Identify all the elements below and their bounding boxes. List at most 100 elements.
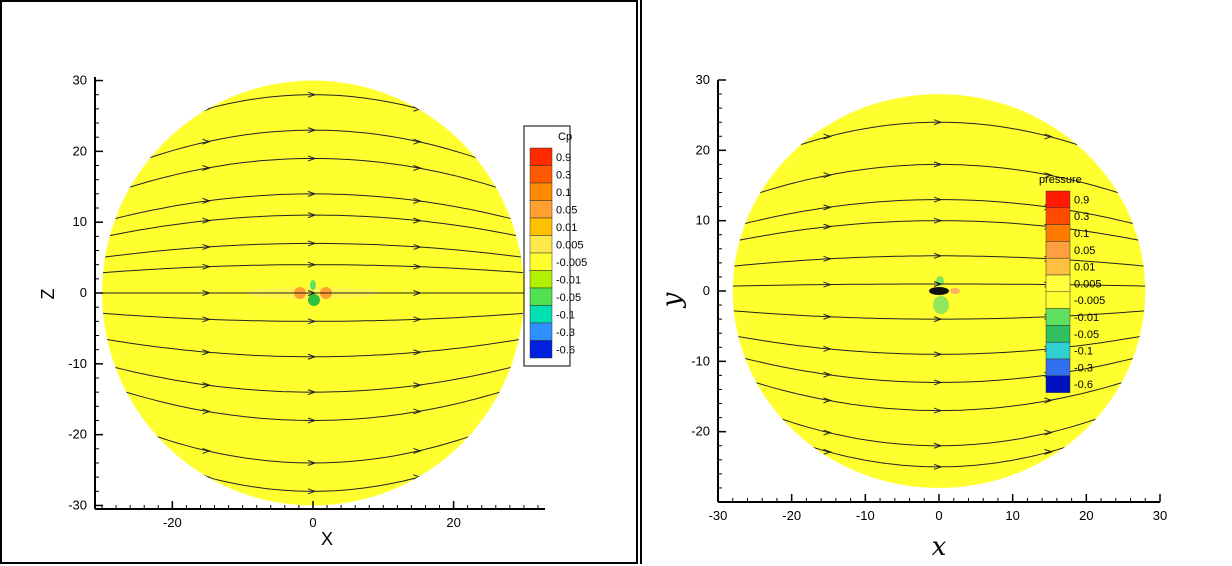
legend-level-label: -0.01 [1074,312,1099,324]
streamline [102,376,524,422]
streamline [102,242,524,261]
streamline-arrow [933,351,943,358]
streamline-arrow [413,263,422,270]
legend-swatch [1045,325,1071,343]
streamline-arrow [202,217,211,224]
streamline-arrow [413,349,422,356]
x-tick-label: 30 [1153,508,1167,523]
streamline [102,264,524,275]
legend-level-label: 0.3 [1074,211,1089,223]
legend-swatch [529,270,553,289]
pressure-contour-plot: 30 20 10 0 -10 -20 -30 -20 -10 0 10 20 30 x y pressure 0… [657,72,1167,562]
legend-level-label: -0.005 [556,257,587,269]
legend-level-label: 0.01 [556,222,577,234]
streamline-arrow [823,345,832,352]
streamline-arrow [307,240,317,247]
y-tick-label: 30 [73,73,87,88]
streamline [732,220,1146,246]
legend-swatch [529,147,553,166]
y-tick-label: 10 [696,213,710,228]
legend-swatch [1045,224,1071,242]
legend-swatch [529,322,553,341]
streamline-arrow [307,389,317,396]
legend-swatch [529,200,553,219]
streamline-arrow [1044,133,1053,140]
streamline-arrow [307,417,317,424]
streamline-arrow [823,255,832,262]
legend-level-label: 0.01 [1074,262,1095,274]
y-tick-label: 0 [703,283,710,298]
x-axis-title: X [321,529,333,549]
streamline-arrow [823,281,832,288]
legend-level-label: 0.005 [1074,278,1102,290]
streamline-arrow [823,371,832,378]
legend-swatch [1045,358,1071,377]
legend-level-label: -0.01 [556,274,581,286]
streamline-arrow [202,408,211,415]
x-tick-label: 20 [446,515,460,530]
x-tick-label: -30 [709,508,728,523]
streamline-arrow [413,447,422,454]
legend-swatch [529,217,553,236]
streamline-arrow [413,138,422,145]
streamline-arrow [933,280,943,287]
cp-contour-plot: 30 20 10 0 -10 -20 -30 -20 0 20 X Z Cp 0.9 0.3 0.1 0.05 0… [38,73,587,549]
streamline-arrow [823,429,832,436]
low-pressure-bottom [933,296,949,314]
streamline [732,255,1146,269]
streamline-arrow [202,316,211,323]
y-tick-label: -20 [691,424,710,439]
streamline-arrow [933,379,943,386]
streamline-arrow [933,161,943,168]
legend-level-label: 0.3 [556,169,571,181]
streamline-arrow [307,488,317,495]
body-marker [929,287,949,295]
legend-level-label: 0.05 [556,204,577,216]
streamline-arrow [202,138,211,145]
streamline-arrow [823,133,832,140]
legend-swatch [1045,308,1071,326]
streamline-arrow [307,353,317,360]
streamline-arrow [823,204,832,211]
legend-swatch [1045,241,1071,259]
legend: pressure 0.9 0.3 0.1 0.05 0.01 0.005 -0.005 -0.0… [1039,174,1105,393]
streamline-arrow [823,397,832,404]
streamline-arrow [933,316,943,323]
streamline-arrow [413,408,422,415]
streamline [102,157,524,206]
streamline-arrow [1044,429,1053,436]
streamline-arrow [413,217,422,224]
legend-swatch [1045,207,1071,225]
streamline-arrow [933,407,943,414]
y-tick-label: 30 [696,72,710,87]
streamline [732,163,1146,208]
streamline [732,199,1146,232]
legend-level-label: 0.005 [556,239,584,251]
legend-swatch [1045,190,1071,209]
x-tick-label: -20 [782,508,801,523]
legend-swatch [529,287,553,306]
streamline-arrow [823,313,832,320]
streamline [732,283,1146,287]
streamline-arrow [413,316,422,323]
streamline-arrow [933,463,943,470]
streamline-arrow [933,442,943,449]
streamline-arrow [202,263,211,270]
y-tick-label: -10 [68,356,87,371]
legend-swatch [1045,274,1071,293]
left-panel: 30 20 10 0 -10 -20 -30 -20 0 20 X Z Cp 0.9 0.3 0.1 0.05 0… [0,0,638,564]
legend-title: pressure [1039,174,1082,186]
streamline-arrow [202,243,211,250]
y-tick-label: 10 [73,214,87,229]
y-axis-title: Z [38,289,58,300]
streamline-arrow [202,349,211,356]
legend-swatch [529,165,553,184]
legend-level-label: 0.1 [1074,228,1089,240]
legend-swatch [529,252,553,271]
legend-level-label: -0.6 [1074,379,1093,391]
streamline-arrow [202,290,211,296]
streamline [732,392,1146,447]
legend-level-label: -0.3 [1074,362,1093,374]
streamline-arrow [1044,448,1053,455]
streamline-arrow [413,290,422,296]
